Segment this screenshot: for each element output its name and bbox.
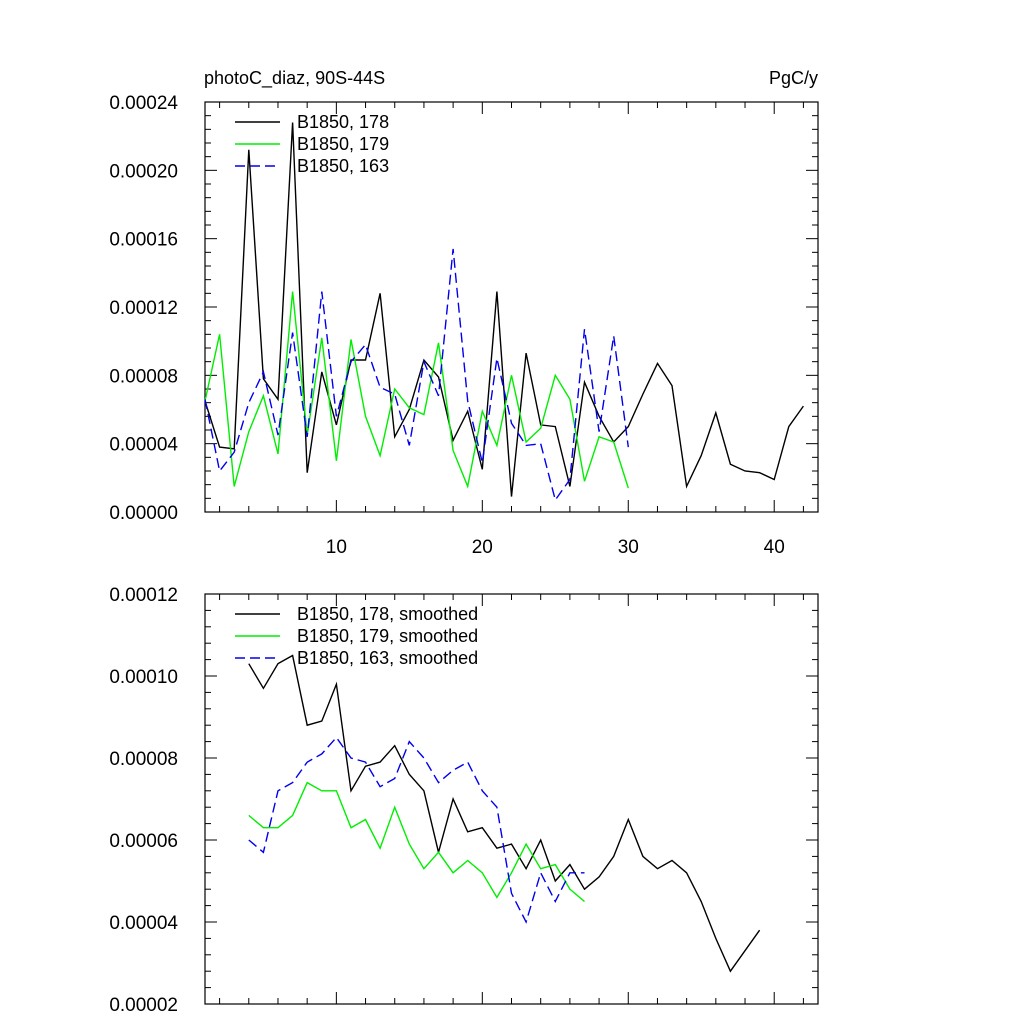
series-line-1 <box>204 291 629 489</box>
series-line-1 <box>248 781 585 903</box>
y-tick-label: 0.00002 <box>109 995 178 1016</box>
figure-units: PgC/y <box>769 68 818 88</box>
x-tick-label: 30 <box>618 537 639 558</box>
y-tick-label: 0.00024 <box>109 93 178 114</box>
legend-label-1: B1850, 179 <box>297 134 389 154</box>
y-tick-label: 0.00004 <box>109 913 178 934</box>
y-tick-label: 0.00012 <box>109 585 178 606</box>
top-panel: 10 20 30 40 0.00000 0.00004 0.00008 0.00012 0.00… <box>109 93 819 558</box>
x-tick-label: 40 <box>764 537 785 558</box>
series-line-2 <box>248 736 585 924</box>
y-tick-label: 0.00008 <box>109 749 178 770</box>
legend-label-0: B1850, 178, smoothed <box>297 604 478 624</box>
y-tick-label: 0.00010 <box>109 667 178 688</box>
y-tick-label: 0.00000 <box>109 503 178 524</box>
y-tick-label: 0.00012 <box>109 298 178 319</box>
legend-label-0: B1850, 178 <box>297 112 389 132</box>
series-line-2 <box>204 248 629 502</box>
y-tick-label: 0.00016 <box>109 230 178 251</box>
y-tick-label: 0.00006 <box>109 831 178 852</box>
series-line-0 <box>248 654 761 973</box>
y-tick-label: 0.00008 <box>109 366 178 387</box>
y-tick-label: 0.00004 <box>109 435 178 456</box>
bottom-panel: 0.00002 0.00004 0.00006 0.00008 0.00010 0.000… <box>109 585 819 1016</box>
figure-title: photoC_diaz, 90S-44S <box>204 68 385 89</box>
legend-label-2: B1850, 163, smoothed <box>297 648 478 668</box>
x-tick-label: 10 <box>326 537 347 558</box>
x-tick-label: 20 <box>472 537 493 558</box>
legend-label-1: B1850, 179, smoothed <box>297 626 478 646</box>
legend-label-2: B1850, 163 <box>297 156 389 176</box>
y-tick-label: 0.00020 <box>109 161 178 182</box>
